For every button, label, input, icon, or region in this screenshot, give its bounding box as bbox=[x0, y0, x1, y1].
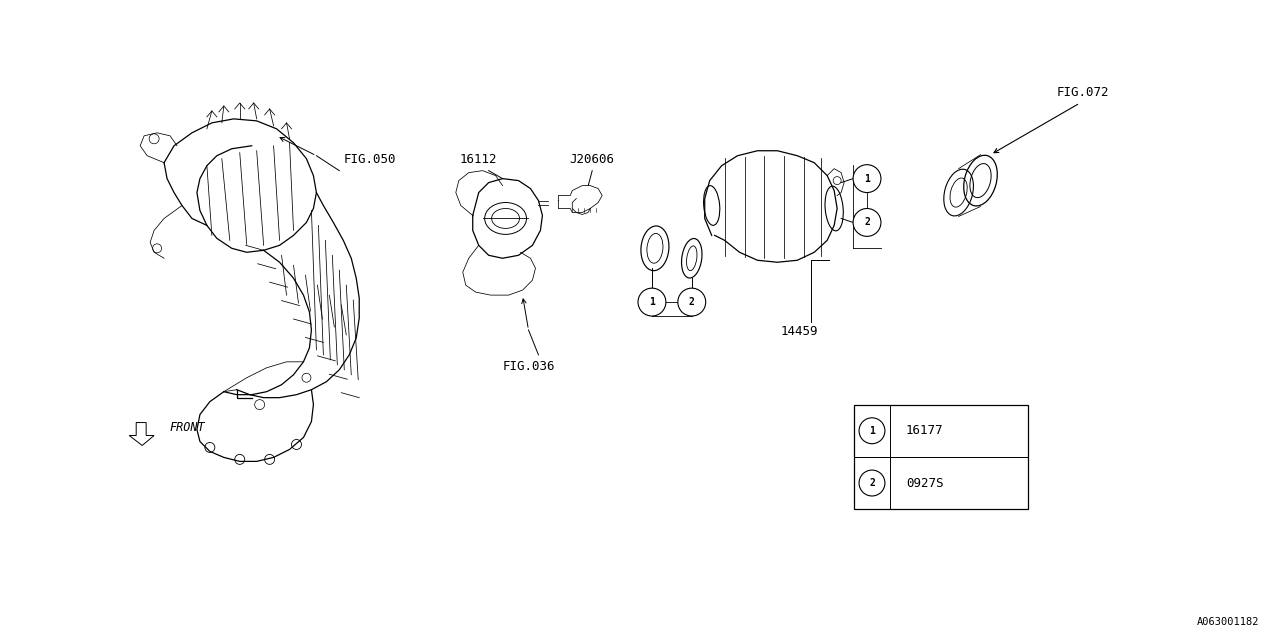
Circle shape bbox=[637, 288, 666, 316]
Circle shape bbox=[852, 164, 881, 193]
Circle shape bbox=[859, 418, 884, 444]
Text: A063001182: A063001182 bbox=[1197, 617, 1260, 627]
Text: 16112: 16112 bbox=[460, 153, 498, 166]
Text: FIG.050: FIG.050 bbox=[343, 153, 396, 166]
Polygon shape bbox=[129, 422, 154, 445]
Text: 2: 2 bbox=[864, 218, 870, 227]
Text: J20606: J20606 bbox=[570, 153, 614, 166]
Text: FRONT: FRONT bbox=[169, 421, 205, 434]
Text: 1: 1 bbox=[864, 173, 870, 184]
Circle shape bbox=[852, 209, 881, 236]
Text: FIG.036: FIG.036 bbox=[502, 360, 554, 373]
Circle shape bbox=[859, 470, 884, 496]
Text: 1: 1 bbox=[869, 426, 876, 436]
Text: 16177: 16177 bbox=[906, 424, 943, 437]
Text: 0927S: 0927S bbox=[906, 477, 943, 490]
Text: 1: 1 bbox=[649, 297, 655, 307]
Text: 14459: 14459 bbox=[781, 325, 818, 338]
Text: 2: 2 bbox=[869, 478, 876, 488]
Bar bbox=[854, 404, 1028, 509]
Text: 2: 2 bbox=[689, 297, 695, 307]
Circle shape bbox=[678, 288, 705, 316]
Text: FIG.072: FIG.072 bbox=[1057, 86, 1110, 99]
